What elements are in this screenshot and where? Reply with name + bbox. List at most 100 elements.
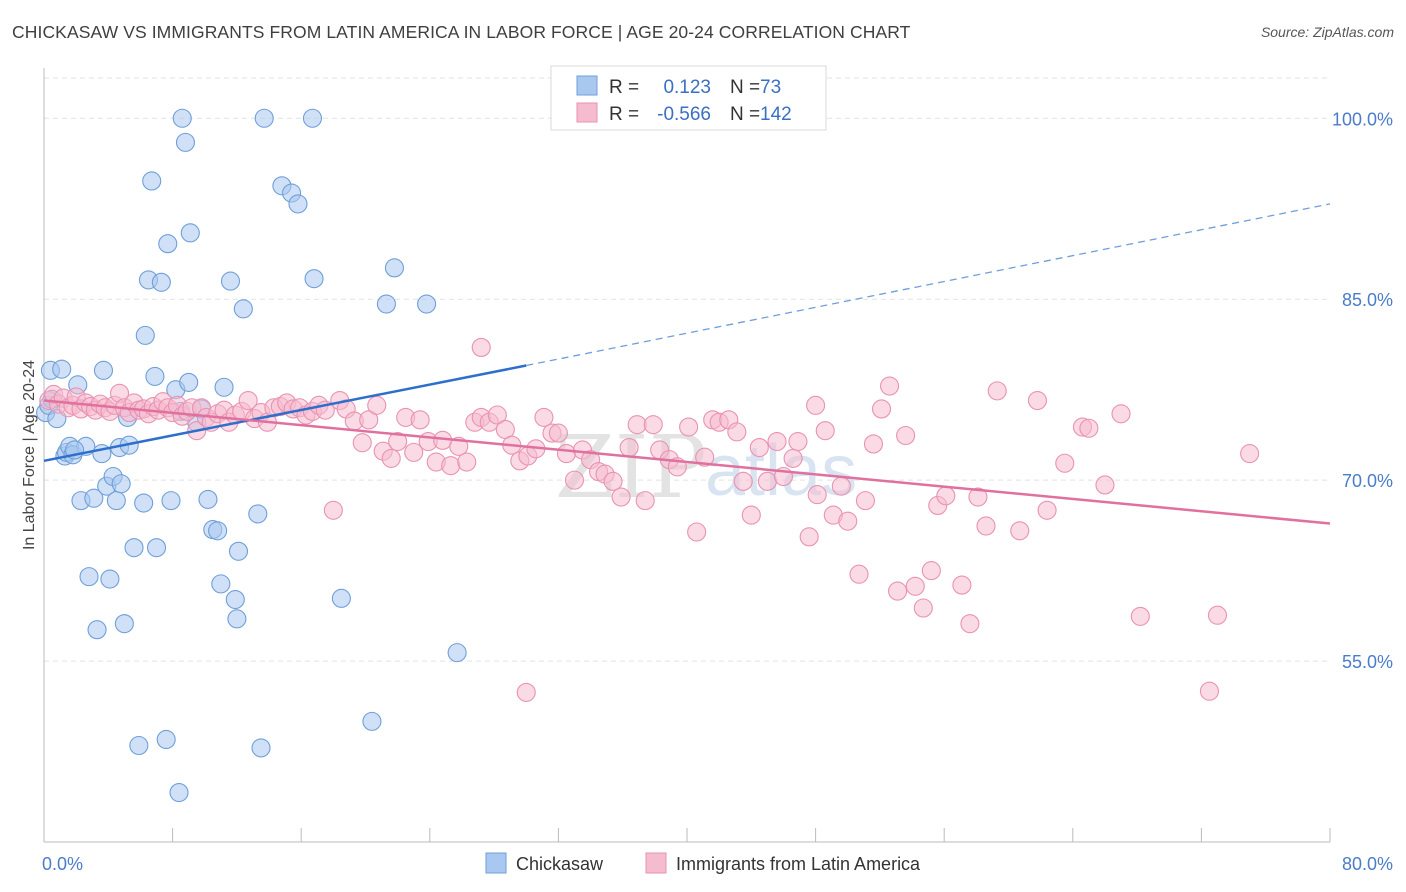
y-tick-label: 100.0% [1332,109,1393,129]
point-chickasaw [288,194,308,214]
y-axis-label: In Labor Force | Age 20-24 [21,360,38,550]
point-latin-america [548,423,568,443]
point-latin-america [687,522,707,542]
point-chickasaw [254,108,274,128]
point-latin-america [441,456,461,476]
point-latin-america [1055,453,1075,473]
point-chickasaw [106,491,126,511]
point-latin-america [1095,475,1115,495]
point-chickasaw [161,491,181,511]
point-chickasaw [156,729,176,750]
point-chickasaw [84,488,104,508]
point-latin-america [352,433,372,453]
point-latin-america [1027,390,1047,411]
point-latin-america [849,564,869,584]
point-chickasaw [447,643,467,663]
point-latin-america [381,448,401,468]
point-chickasaw [304,269,324,289]
point-chickasaw [220,271,241,291]
point-latin-america [921,561,941,581]
point-latin-america [1079,418,1099,438]
legend-n-label-1: N = [730,77,760,98]
point-latin-america [815,421,835,441]
point-chickasaw [225,589,245,610]
point-latin-america [367,395,387,415]
chart-title: CHICKASAW VS IMMIGRANTS FROM LATIN AMERI… [12,22,911,42]
x-tick-label-min: 0.0% [42,854,83,874]
trend-lines [43,203,1331,525]
bottom-legend-latin-america: Immigrants from Latin America [676,854,921,874]
point-chickasaw [129,735,149,756]
point-latin-america [749,438,769,458]
point-latin-america [960,614,980,634]
point-chickasaw [227,609,247,629]
point-chickasaw [376,294,396,314]
point-chickasaw [172,108,192,128]
point-latin-america [388,431,408,452]
point-chickasaw [198,489,218,509]
point-latin-america [323,500,343,520]
point-latin-america [410,410,430,430]
point-latin-america [807,485,827,505]
point-chickasaw [145,366,165,386]
point-chickasaw [158,234,178,254]
legend-n-label-2: N = [730,104,760,125]
point-chickasaw [233,299,253,319]
trend-line-chickasaw-extension [526,203,1331,367]
point-latin-america [896,425,916,446]
source-label: Source: ZipAtlas.com [1260,24,1394,40]
point-latin-america [733,471,753,491]
point-latin-america [1199,681,1219,701]
point-latin-america [1207,605,1228,625]
point-latin-america [799,527,819,547]
point-latin-america [404,442,424,462]
point-latin-america [838,511,858,531]
bottom-legend-chickasaw: Chickasaw [516,854,604,874]
point-latin-america [831,476,851,496]
bottom-legend-swatch-chickasaw [485,852,507,874]
point-chickasaw [211,574,231,594]
point-chickasaw [111,474,131,494]
point-latin-america [806,395,826,415]
point-latin-america [727,422,747,442]
point-chickasaw [135,325,155,345]
point-chickasaw [179,372,199,392]
point-latin-america [741,505,761,525]
point-latin-america [238,390,258,411]
point-latin-america [952,575,972,595]
point-chickasaw [142,171,162,191]
point-latin-america [987,381,1007,401]
point-chickasaw [146,538,167,558]
point-latin-america [913,598,933,618]
point-latin-america [643,415,663,435]
bottom-legend: Chickasaw Immigrants from Latin America [485,852,921,874]
x-tick-labels: 0.0% 80.0% [42,854,1393,874]
point-latin-america [788,431,808,452]
point-latin-america [534,407,554,427]
legend-r-label-2: R = [609,104,639,125]
point-chickasaw [331,588,351,608]
trend-line-latin-america [43,399,1331,525]
point-chickasaw [134,493,154,513]
point-chickasaw [124,538,144,558]
point-chickasaw [93,360,114,380]
point-latin-america [905,576,925,596]
trend-line-chickasaw [43,364,527,463]
point-latin-america [863,434,884,454]
x-tick-label-max: 80.0% [1342,854,1393,874]
legend-swatch-chickasaw [576,75,598,96]
point-latin-america [679,417,699,437]
watermark: ZIP atlas [555,418,857,518]
point-latin-america [1240,444,1260,464]
axes [43,68,1331,843]
point-latin-america [936,486,956,506]
point-chickasaw [251,738,271,758]
point-latin-america [1130,606,1150,626]
point-chickasaw [362,711,382,731]
y-tick-label: 85.0% [1342,290,1393,310]
point-chickasaw [87,620,107,640]
bottom-legend-swatch-latin-america [645,852,667,874]
point-chickasaw [208,521,228,541]
top-legend: R = 0.123 N = 73 R = -0.566 N = 142 [550,65,827,131]
point-chickasaw [52,359,72,379]
